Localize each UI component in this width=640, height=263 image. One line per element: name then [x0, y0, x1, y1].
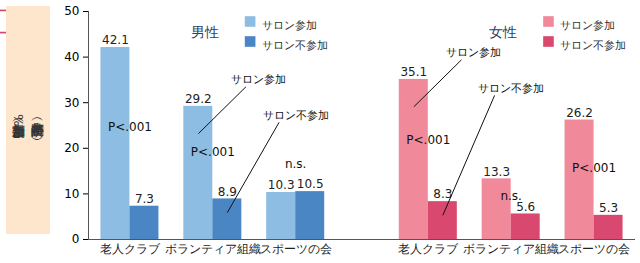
svg-text:n.s.: n.s. — [285, 157, 307, 171]
svg-text:8.9: 8.9 — [218, 185, 237, 199]
svg-text:P<.001: P<.001 — [191, 145, 235, 159]
svg-text:サロン参加: サロン参加 — [262, 19, 317, 32]
svg-text:26.2: 26.2 — [566, 106, 593, 120]
svg-text:50: 50 — [64, 4, 79, 18]
svg-text:0: 0 — [72, 232, 80, 246]
svg-text:ボランティア組織: ボランティア組織 — [463, 242, 559, 256]
svg-text:男性: 男性 — [191, 24, 219, 40]
svg-text:13.3: 13.3 — [483, 165, 510, 179]
svg-text:サロン参加: サロン参加 — [446, 46, 501, 59]
svg-text:10.5: 10.5 — [297, 177, 324, 191]
svg-text:20: 20 — [64, 141, 79, 155]
svg-text:29.2: 29.2 — [185, 92, 212, 106]
svg-text:P<.001: P<.001 — [572, 161, 616, 175]
svg-text:老人クラブ: 老人クラブ — [100, 242, 161, 256]
svg-text:サロン不参加: サロン不参加 — [560, 39, 626, 52]
svg-text:P<.001: P<.001 — [406, 133, 450, 147]
svg-text:30: 30 — [64, 96, 79, 110]
html-text:新規参加割合（%） （年齢調整済み）: 新規参加割合（%） （年齢調整済み） — [11, 112, 45, 128]
svg-text:スポーツの会: スポーツの会 — [260, 242, 332, 256]
svg-text:8.3: 8.3 — [433, 187, 453, 202]
svg-text:サロン参加: サロン参加 — [231, 73, 286, 86]
svg-text:n.s.: n.s. — [500, 189, 522, 203]
svg-text:5.3: 5.3 — [599, 201, 618, 215]
svg-text:10.3: 10.3 — [268, 178, 295, 192]
svg-text:サロン不参加: サロン不参加 — [262, 39, 328, 52]
svg-text:7.3: 7.3 — [135, 192, 154, 206]
svg-text:サロン不参加: サロン不参加 — [478, 82, 544, 95]
svg-text:10: 10 — [64, 187, 79, 201]
svg-text:老人クラブ: 老人クラブ — [398, 242, 459, 256]
svg-text:40: 40 — [64, 50, 79, 64]
svg-text:P<.001: P<.001 — [108, 120, 152, 134]
svg-text:サロン不参加: サロン不参加 — [263, 109, 329, 122]
svg-text:42.1: 42.1 — [102, 33, 129, 47]
svg-text:サロン参加: サロン参加 — [560, 19, 615, 32]
svg-text:女性: 女性 — [489, 24, 517, 40]
svg-text:ボランティア組織: ボランティア組織 — [165, 242, 261, 256]
svg-text:スポーツの会: スポーツの会 — [558, 242, 630, 256]
svg-text:5.6: 5.6 — [516, 199, 536, 214]
svg-text:35.1: 35.1 — [400, 65, 427, 79]
